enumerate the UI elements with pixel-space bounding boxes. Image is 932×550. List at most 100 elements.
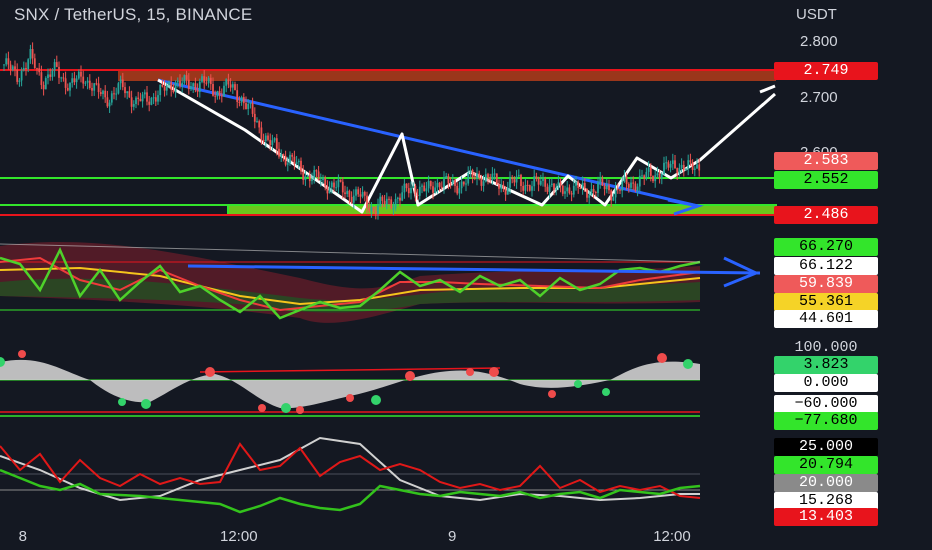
candle-body	[49, 74, 52, 77]
candle-body	[564, 191, 566, 194]
zigzag-pattern[interactable]	[157, 78, 776, 214]
candle-body	[225, 79, 228, 86]
candle-body	[696, 164, 698, 169]
candle-body	[91, 87, 93, 91]
candle-body	[678, 167, 681, 174]
candle-body	[269, 139, 272, 146]
price-tag: 2.486	[774, 206, 878, 224]
candle-body	[20, 70, 23, 81]
candle-body	[152, 97, 155, 99]
candle-body	[456, 185, 459, 194]
price-tag: 2.583	[774, 152, 878, 170]
candle-body	[7, 58, 10, 65]
candle-body	[165, 85, 168, 91]
candle-body	[108, 102, 111, 107]
candle-body	[638, 175, 641, 187]
price-tag: 2.749	[774, 62, 878, 80]
candle-body	[256, 121, 258, 123]
resistance-zone[interactable]	[118, 70, 776, 81]
time-tick: 8	[18, 528, 27, 545]
candle-body	[306, 175, 309, 177]
candle-body	[102, 90, 104, 95]
time-tick: 12:00	[653, 528, 691, 545]
candle-body	[427, 181, 430, 189]
candle-body	[308, 175, 311, 182]
candle-body	[682, 164, 685, 171]
candle-body	[311, 179, 313, 182]
candle-body	[451, 180, 454, 184]
candle-body	[687, 160, 690, 169]
candle-body	[392, 208, 395, 210]
candle-body	[601, 178, 604, 186]
yellow-line	[0, 266, 701, 306]
candle-body	[11, 66, 14, 70]
candle-body	[583, 183, 586, 189]
candle-body	[368, 208, 371, 212]
price-tag: 59.839	[774, 275, 878, 293]
candle-body	[38, 68, 41, 73]
candle-body	[399, 197, 401, 201]
price-tag: −77.680	[774, 412, 878, 430]
candle-body	[139, 98, 142, 102]
candle-body	[161, 84, 164, 87]
candle-body	[247, 104, 250, 110]
candle-body	[16, 69, 19, 82]
candle-body	[396, 197, 399, 200]
candle-body	[238, 101, 241, 103]
candle-body	[220, 95, 223, 97]
currency-label: USDT	[796, 6, 837, 23]
candle-body	[148, 101, 151, 105]
candle-body	[416, 194, 419, 196]
candle-body	[315, 170, 318, 172]
candle-body	[641, 175, 643, 177]
candle-body	[491, 173, 494, 181]
candle-body	[627, 183, 630, 188]
candle-body	[632, 182, 635, 184]
candle-body	[86, 80, 89, 83]
candle-body	[572, 185, 575, 195]
candle-body	[137, 97, 140, 99]
candle-body	[341, 181, 344, 193]
candle-body	[405, 183, 408, 189]
candle-body	[557, 182, 560, 189]
candle-body	[300, 160, 302, 172]
candle-body	[531, 186, 533, 191]
candle-body	[500, 184, 503, 189]
candle-body	[482, 181, 485, 186]
candle-body	[194, 83, 197, 90]
candle-body	[495, 173, 498, 185]
candle-body	[187, 79, 190, 90]
candle-body	[660, 174, 663, 179]
candle-body	[377, 205, 379, 215]
price-tag: 13.403	[774, 508, 878, 526]
candle-body	[25, 67, 27, 70]
green-line	[0, 247, 701, 320]
candles	[3, 42, 701, 220]
candle-body	[192, 83, 195, 87]
candle-body	[172, 89, 175, 93]
di-minus-red	[0, 442, 701, 499]
candle-body	[643, 175, 646, 179]
candle-body	[502, 184, 505, 188]
price-tag: 2.552	[774, 171, 878, 189]
arrow-head-blue-2	[723, 256, 760, 288]
candle-body	[66, 87, 69, 91]
candle-body	[590, 188, 593, 196]
candle-body	[319, 180, 322, 182]
candle-body	[154, 97, 157, 102]
candle-body	[553, 183, 555, 190]
candle-body	[304, 176, 307, 180]
candle-body	[53, 62, 56, 71]
candle-body	[440, 186, 443, 188]
candle-body	[401, 192, 404, 201]
candle-body	[634, 183, 637, 191]
candle-body	[654, 175, 657, 182]
candle-body	[27, 59, 30, 70]
candle-body	[423, 185, 426, 192]
candle-body	[597, 182, 599, 193]
candle-body	[418, 186, 421, 196]
candle-body	[517, 174, 520, 177]
candle-body	[205, 82, 208, 84]
candle-body	[480, 177, 483, 186]
